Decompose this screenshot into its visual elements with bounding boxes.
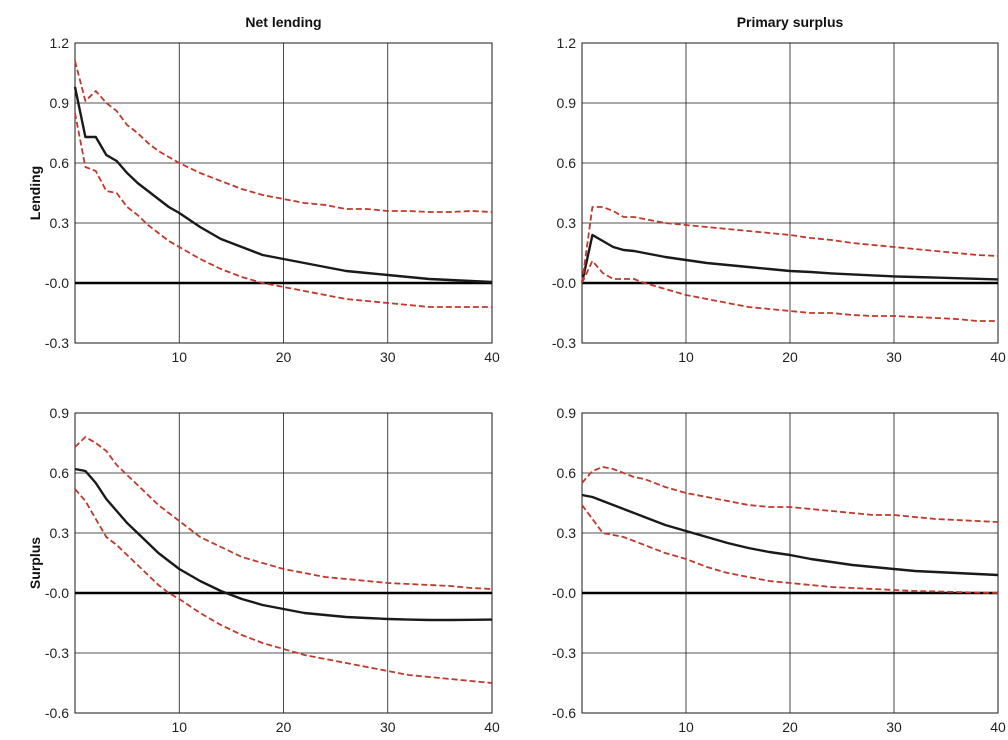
x-tick-label: 40 — [484, 349, 500, 365]
chart-panel-3: -0.6 -0.3 -0.0 0.3 0.6 0.9 10 20 30 40 Surplus — [27, 405, 500, 735]
lower-band-line — [581, 504, 999, 594]
plot-frame — [74, 42, 493, 344]
x-tick-label: 30 — [380, 719, 396, 735]
y-tick-label: 0.3 — [557, 215, 577, 231]
y-tick-label: 1.2 — [50, 35, 70, 51]
chart-panel-2: -0.3 -0.0 0.3 0.6 0.9 1.2 10 20 30 40 Primary surp… — [552, 14, 1006, 365]
x-tick-label: 20 — [276, 719, 292, 735]
x-tick-label: 40 — [990, 719, 1006, 735]
lower-band-line — [581, 260, 998, 322]
x-tick-label: 10 — [678, 349, 694, 365]
y-tick-label: 0.9 — [557, 405, 577, 421]
response-line — [581, 493, 999, 577]
y-tick-label: -0.0 — [45, 275, 69, 291]
x-tick-label: 30 — [886, 349, 902, 365]
y-tick-label: -0.3 — [45, 645, 69, 661]
x-tick-label: 10 — [678, 719, 694, 735]
response-line — [580, 233, 999, 284]
upper-band-line — [581, 466, 999, 523]
y-tick-label: 0.9 — [557, 95, 577, 111]
y-tick-label: 0.3 — [50, 215, 70, 231]
upper-band-line — [74, 60, 493, 213]
x-tick-label: 20 — [276, 349, 292, 365]
y-tick-label: 0.6 — [557, 465, 577, 481]
y-tick-label: 0.9 — [50, 405, 70, 421]
lower-band-line — [74, 488, 493, 684]
response-line — [74, 467, 493, 622]
x-tick-label: 40 — [990, 349, 1006, 365]
y-tick-label: -0.3 — [45, 335, 69, 351]
x-tick-label: 20 — [782, 719, 798, 735]
y-tick-label: -0.6 — [45, 705, 69, 721]
y-tick-label: 1.2 — [557, 35, 577, 51]
lower-band-line — [74, 112, 492, 308]
upper-band-line — [581, 206, 999, 284]
chart-title: Net lending — [245, 14, 321, 30]
x-tick-label: 30 — [380, 349, 396, 365]
y-tick-label: -0.3 — [552, 335, 576, 351]
chart-title: Primary surplus — [737, 14, 844, 30]
y-tick-label: 0.3 — [50, 525, 70, 541]
y-tick-label: 0.9 — [50, 95, 70, 111]
y-tick-label: 0.3 — [557, 525, 577, 541]
upper-band-line — [74, 436, 493, 590]
plot-frame — [581, 42, 999, 344]
chart-panel-4: -0.6 -0.3 -0.0 0.3 0.6 0.9 10 20 30 40 — [552, 405, 1006, 735]
x-tick-label: 10 — [171, 719, 187, 735]
y-tick-label: -0.0 — [552, 275, 576, 291]
x-tick-label: 20 — [782, 349, 798, 365]
y-tick-label: -0.0 — [552, 585, 576, 601]
y-tick-label: 0.6 — [50, 155, 70, 171]
x-tick-label: 10 — [171, 349, 187, 365]
x-tick-label: 40 — [484, 719, 500, 735]
y-tick-label: 0.6 — [50, 465, 70, 481]
y-tick-label: -0.3 — [552, 645, 576, 661]
x-tick-label: 30 — [886, 719, 902, 735]
y-tick-label: -0.6 — [552, 705, 576, 721]
chart-panel-1: -0.3 -0.0 0.3 0.6 0.9 1.2 10 20 30 40 Net lending L… — [27, 14, 500, 365]
y-axis-label: Surplus — [27, 537, 43, 589]
plot-frame — [581, 412, 999, 714]
plot-frame — [74, 412, 493, 714]
response-line — [73, 86, 493, 284]
y-tick-label: 0.6 — [557, 155, 577, 171]
y-axis-label: Lending — [27, 166, 43, 220]
y-tick-label: -0.0 — [45, 585, 69, 601]
